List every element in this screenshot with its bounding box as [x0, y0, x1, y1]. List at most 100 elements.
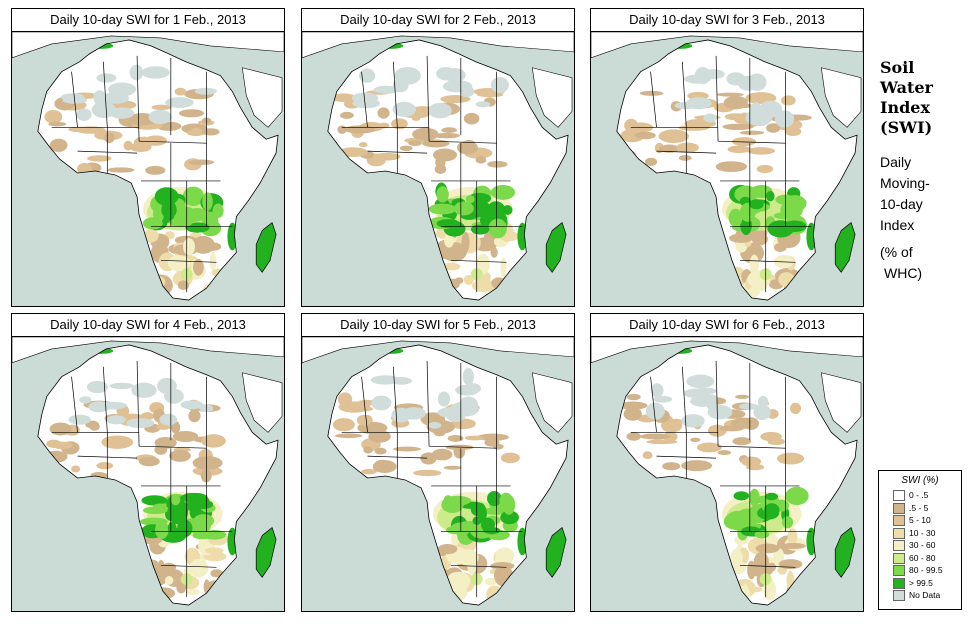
- dry-patch: [363, 446, 373, 454]
- south-patch: [730, 548, 743, 568]
- no-data-patch: [148, 109, 172, 124]
- legend-label: 10 - 30: [909, 527, 936, 538]
- country-border: [656, 150, 717, 154]
- africa-map-svg: [12, 32, 284, 306]
- no-data-patch: [392, 101, 417, 117]
- wet-patch: [436, 186, 449, 203]
- no-data-patch: [690, 395, 715, 407]
- wet-patch: [176, 519, 193, 538]
- africa-map-svg: [591, 32, 863, 306]
- wet-patch: [428, 203, 457, 215]
- dry-patch: [676, 142, 700, 153]
- south-patch: [773, 255, 794, 268]
- south-patch: [490, 247, 498, 258]
- wet-patch: [185, 222, 210, 233]
- wet-patch: [202, 192, 213, 211]
- dry-patch: [639, 433, 671, 440]
- swi-field: [618, 347, 817, 604]
- south-patch: [167, 255, 191, 272]
- dry-patch: [756, 164, 774, 174]
- dry-patch: [681, 460, 713, 472]
- no-data-patch: [686, 374, 715, 389]
- south-patch: [444, 233, 455, 248]
- no-data-patch: [91, 101, 117, 118]
- south-patch: [156, 560, 166, 580]
- dry-patch: [634, 131, 656, 140]
- panel-title: Daily 10-day SWI for 1 Feb., 2013: [11, 8, 285, 32]
- wet-patch: [488, 218, 508, 239]
- swi-map: [590, 31, 864, 307]
- dry-patch: [174, 87, 187, 96]
- no-data-patch: [359, 68, 376, 83]
- dry-patch: [123, 140, 133, 151]
- dry-patch: [377, 107, 390, 119]
- no-data-patch: [401, 407, 426, 420]
- legend-swatch: [893, 515, 905, 526]
- no-data-patch: [93, 90, 107, 106]
- dry-patch: [413, 469, 442, 477]
- swi-field: [331, 42, 528, 299]
- wet-patch: [749, 488, 760, 507]
- no-data-patch: [436, 67, 456, 81]
- no-data-patch: [141, 66, 170, 79]
- dry-patch: [48, 121, 67, 127]
- dry-patch: [646, 439, 678, 445]
- europe-landmass: [12, 32, 284, 59]
- legend-swatch: [893, 552, 905, 564]
- dry-patch: [618, 401, 648, 410]
- south-patch: [749, 254, 759, 275]
- arabia-landmass: [531, 372, 573, 433]
- country-border: [77, 455, 138, 459]
- country-border: [429, 445, 497, 449]
- wet-patch: [767, 220, 794, 238]
- legend-title: SWI (%): [901, 475, 939, 486]
- dry-patch: [172, 430, 199, 443]
- no-data-patch: [97, 401, 128, 410]
- dry-patch: [477, 433, 509, 441]
- country-border: [392, 61, 398, 128]
- dry-patch: [178, 109, 205, 118]
- dry-patch: [735, 394, 750, 399]
- legend-item: 5 - 10: [879, 514, 961, 527]
- no-data-patch: [464, 383, 482, 394]
- wet-patch: [453, 201, 474, 216]
- dry-patch: [433, 132, 460, 139]
- dry-patch: [358, 142, 368, 148]
- dry-patch: [192, 456, 223, 470]
- africa-map-svg: [591, 337, 863, 611]
- wet-patch: [178, 501, 189, 520]
- wet-patch: [153, 204, 165, 223]
- south-patch: [735, 242, 747, 253]
- no-data-patch: [157, 377, 177, 395]
- africa-coastline: [327, 344, 569, 606]
- south-patch: [164, 576, 174, 585]
- dry-patch: [391, 118, 408, 130]
- dry-patch: [49, 422, 72, 436]
- legend-item: 80 - 99.5: [879, 564, 961, 577]
- description-line: 10-day: [880, 196, 923, 212]
- dry-patch: [101, 435, 134, 449]
- south-patch: [142, 536, 163, 545]
- legend-swatch: [893, 577, 905, 589]
- no-data-patch: [490, 77, 509, 94]
- dry-patch: [658, 129, 690, 144]
- swi-field: [620, 42, 817, 299]
- legend-label: 30 - 60: [909, 540, 936, 550]
- africa-coastline: [616, 39, 858, 301]
- swi-map: [301, 336, 575, 612]
- no-data-patch: [428, 421, 442, 429]
- legend-label: > 99.5: [909, 577, 933, 588]
- no-data-patch: [437, 406, 467, 418]
- country-border: [361, 376, 368, 433]
- dry-patch: [420, 452, 437, 465]
- dry-patch: [475, 156, 487, 164]
- no-data-patch: [86, 380, 109, 394]
- dry-patch: [374, 447, 387, 455]
- dry-patch: [789, 402, 802, 415]
- dry-patch: [623, 407, 642, 421]
- dry-patch: [487, 160, 508, 168]
- dry-patch: [678, 154, 692, 161]
- europe-landmass: [302, 32, 574, 59]
- legend-item: No Data: [879, 589, 961, 602]
- swi-field: [44, 42, 238, 297]
